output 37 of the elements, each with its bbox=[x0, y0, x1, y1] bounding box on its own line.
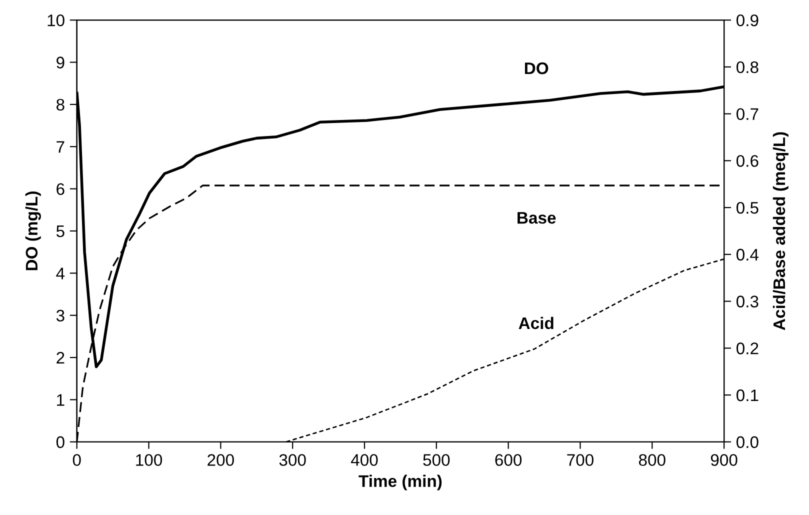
x-tick-label: 800 bbox=[638, 454, 666, 466]
y-tick-label: 8 bbox=[56, 98, 64, 111]
y-tick-label: 4 bbox=[56, 268, 65, 280]
x-tick-label: 0 bbox=[72, 454, 81, 466]
y-tick-label: 3 bbox=[56, 310, 64, 322]
y-tick-label: 1 bbox=[57, 394, 64, 406]
x-tick-label: 500 bbox=[423, 454, 450, 466]
x-tick-label: 700 bbox=[567, 454, 594, 466]
y2-tick-label: 0.2 bbox=[736, 342, 758, 354]
x-tick-label: 100 bbox=[136, 454, 162, 466]
x-axis-title: Time (min) bbox=[358, 474, 442, 490]
y2-axis-title: Acid/Base added (meq/L) bbox=[772, 132, 788, 330]
y-tick-label: 10 bbox=[48, 14, 64, 26]
x-tick-label: 200 bbox=[208, 454, 234, 466]
series-label: DO bbox=[524, 62, 548, 74]
y2-tick-label: 0.9 bbox=[736, 14, 758, 26]
x-tick-label: 900 bbox=[710, 454, 738, 466]
y-axis-title: DO (mg/L) bbox=[25, 192, 41, 270]
y-tick-label: 7 bbox=[56, 141, 64, 153]
y2-tick-label: 0.1 bbox=[736, 389, 758, 402]
y2-tick-label: 0.4 bbox=[736, 248, 759, 261]
y2-tick-label: 0.0 bbox=[736, 436, 758, 448]
y2-tick-label: 0.3 bbox=[736, 296, 758, 308]
x-tick-label: 300 bbox=[279, 454, 306, 466]
x-tick-label: 400 bbox=[350, 454, 378, 466]
y-tick-label: 5 bbox=[56, 226, 64, 238]
y2-tick-label: 0.8 bbox=[736, 61, 758, 74]
y2-tick-label: 0.6 bbox=[736, 155, 758, 167]
series-label: Acid bbox=[518, 316, 554, 330]
y-tick-label: 0 bbox=[56, 436, 64, 448]
y2-tick-label: 0.5 bbox=[736, 202, 758, 214]
x-tick-label: 600 bbox=[495, 454, 522, 466]
y-tick-label: 6 bbox=[56, 183, 64, 195]
y-tick-label: 2 bbox=[56, 352, 64, 364]
y2-tick-label: 0.7 bbox=[736, 108, 758, 120]
y-tick-label: 9 bbox=[56, 56, 64, 68]
series-label: Base bbox=[518, 212, 556, 224]
